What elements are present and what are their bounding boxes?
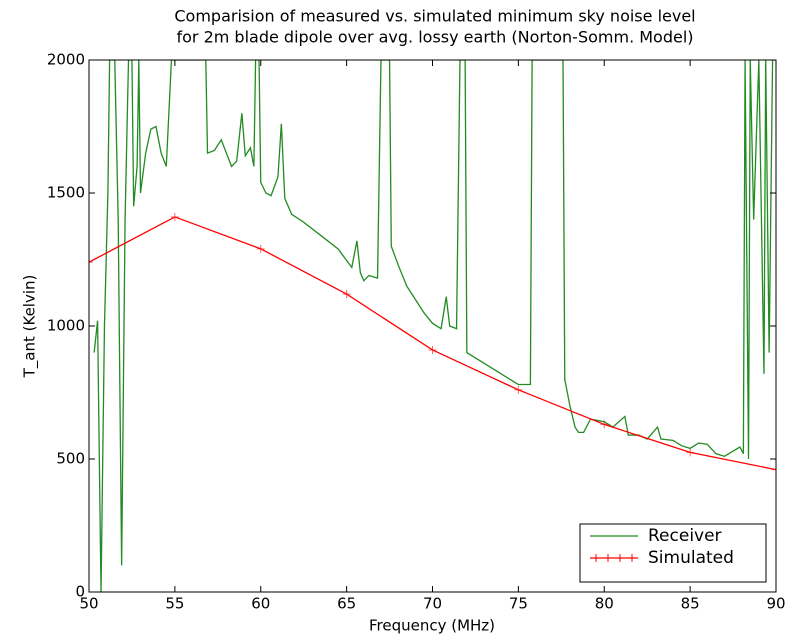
x-tick-label: 60 bbox=[251, 595, 270, 613]
data-point bbox=[170, 212, 179, 221]
y-tick-label: 500 bbox=[56, 450, 85, 468]
x-tick-label: 55 bbox=[165, 595, 184, 613]
legend-label: Simulated bbox=[648, 548, 734, 568]
data-point bbox=[686, 448, 695, 457]
x-tick-label: 75 bbox=[509, 595, 528, 613]
y-tick-label: 1000 bbox=[47, 317, 85, 335]
legend-marker bbox=[592, 554, 600, 562]
data-point bbox=[600, 420, 609, 429]
legend-marker bbox=[604, 554, 612, 562]
x-tick-label: 85 bbox=[681, 595, 700, 613]
plot-area bbox=[89, 60, 776, 592]
y-tick-label: 0 bbox=[75, 583, 85, 601]
x-tick-label: 70 bbox=[423, 595, 442, 613]
legend-marker bbox=[616, 554, 624, 562]
chart-title: Comparision of measured vs. simulated mi… bbox=[174, 7, 695, 26]
y-tick-label: 2000 bbox=[47, 51, 85, 69]
legend-label: Receiver bbox=[648, 526, 722, 546]
y-tick-label: 1500 bbox=[47, 184, 85, 202]
x-tick-label: 90 bbox=[766, 595, 785, 613]
chart-title: for 2m blade dipole over avg. lossy eart… bbox=[176, 28, 693, 47]
plot-frame bbox=[88, 59, 777, 593]
data-point bbox=[514, 385, 523, 394]
x-tick-label: 80 bbox=[595, 595, 614, 613]
series-line bbox=[89, 216, 776, 471]
data-point bbox=[428, 345, 437, 354]
data-point bbox=[772, 465, 776, 474]
data-point bbox=[89, 258, 93, 267]
y-axis-label: T_ant (Kelvin) bbox=[21, 275, 40, 379]
x-tick-label: 65 bbox=[337, 595, 356, 613]
series-line bbox=[93, 60, 776, 592]
legend-marker bbox=[628, 554, 636, 562]
x-axis-label: Frequency (MHz) bbox=[369, 617, 495, 635]
x-tick-label: 50 bbox=[79, 595, 98, 613]
data-point bbox=[256, 244, 265, 253]
data-point bbox=[342, 290, 351, 299]
legend-box bbox=[579, 523, 767, 583]
